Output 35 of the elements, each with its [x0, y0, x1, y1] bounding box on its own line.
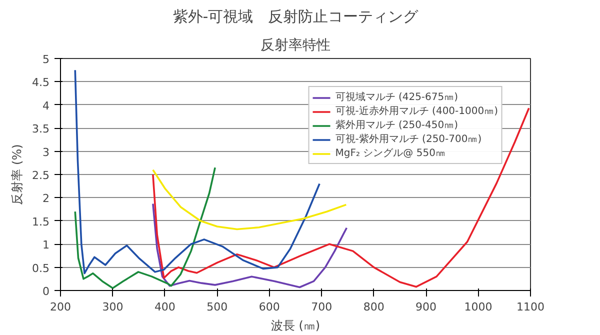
legend-label: 可視-紫外用マルチ (250-700㎚) — [335, 132, 482, 146]
x-tick-label: 300 — [102, 300, 124, 314]
y-tick-label: 1.5 — [32, 215, 50, 228]
y-tick-label: 4 — [42, 99, 50, 112]
y-tick-label: 4.5 — [32, 76, 50, 90]
y-tick-label: 2.5 — [32, 169, 50, 182]
legend-label: 紫外用マルチ (250-450㎚) — [335, 118, 458, 132]
legend-label: MgF₂ シングル@ 550㎚ — [335, 147, 446, 160]
y-tick-label: 1 — [42, 238, 50, 252]
y-tick-label: 5 — [42, 53, 50, 66]
x-tick-label: 1100 — [516, 300, 545, 314]
x-tick-label: 1000 — [464, 300, 492, 314]
y-tick-label: 0 — [42, 285, 50, 298]
y-tick-label: 3.5 — [32, 122, 50, 136]
x-tick-label: 900 — [416, 300, 437, 314]
y-tick-label: 3 — [42, 146, 50, 159]
legend-label: 可視-近赤外用マルチ (400-1000㎚) — [335, 104, 498, 118]
y-axis-title: 反射率 (%) — [10, 144, 24, 205]
legend-label: 可視域マルチ (425-675㎚) — [335, 90, 458, 104]
x-axis-title: 波長 (㎚) — [270, 318, 320, 332]
line-series — [74, 69, 320, 274]
line-series — [152, 202, 348, 288]
x-tick-label: 400 — [154, 300, 176, 314]
line-series — [74, 166, 216, 290]
x-tick-label: 500 — [206, 300, 228, 314]
chart-title: 紫外-可視域 反射防止コーティング — [172, 8, 420, 26]
line-series — [152, 168, 348, 230]
y-tick-label: 2 — [42, 192, 50, 206]
x-tick-label: 800 — [363, 300, 384, 314]
x-tick-label: 600 — [258, 300, 280, 314]
chart-subtitle: 反射率特性 — [260, 38, 330, 54]
y-tick-label: 0.5 — [32, 262, 50, 275]
x-tick-label: 200 — [50, 300, 71, 314]
x-tick-label: 700 — [311, 300, 332, 314]
line-series — [152, 107, 530, 288]
